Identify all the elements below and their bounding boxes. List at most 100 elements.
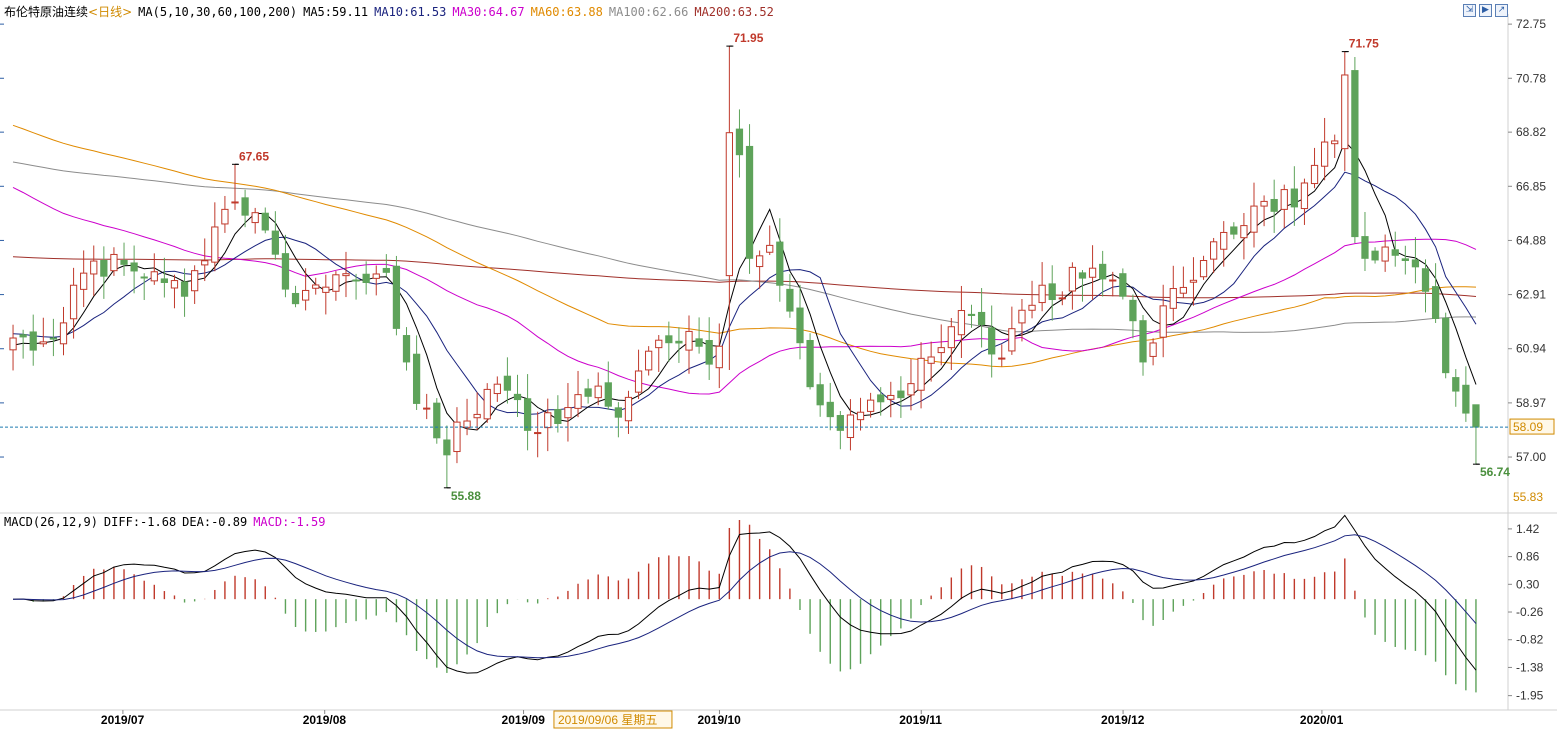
candle-body[interactable]	[1371, 250, 1379, 261]
candle-body[interactable]	[1472, 404, 1480, 428]
candle-body[interactable]	[1270, 198, 1278, 212]
candle-body[interactable]	[1391, 249, 1399, 256]
candle-body[interactable]	[281, 253, 290, 290]
candle-body[interactable]	[1260, 200, 1268, 207]
candle-body[interactable]	[1381, 246, 1389, 262]
candle-body[interactable]	[645, 350, 653, 371]
candle-body[interactable]	[665, 335, 673, 344]
candle-body[interactable]	[211, 226, 219, 263]
candle-body[interactable]	[735, 128, 744, 156]
candle-body[interactable]	[463, 420, 471, 428]
candle-body[interactable]	[1038, 284, 1046, 304]
candle-body[interactable]	[967, 313, 976, 316]
candle-body[interactable]	[322, 286, 330, 293]
candle-body[interactable]	[90, 260, 98, 275]
candle-body[interactable]	[1169, 288, 1177, 309]
candle-body[interactable]	[564, 407, 572, 419]
candle-body[interactable]	[695, 338, 703, 347]
candle-body[interactable]	[624, 396, 633, 422]
candle-body[interactable]	[191, 270, 199, 292]
candle-body[interactable]	[634, 370, 643, 393]
play-icon[interactable]: ▶	[1479, 4, 1492, 17]
candle-body[interactable]	[1028, 304, 1036, 311]
candle-body[interactable]	[110, 253, 118, 272]
candle-body[interactable]	[1442, 317, 1450, 374]
candle-body[interactable]	[513, 393, 522, 401]
candle-body[interactable]	[180, 281, 189, 297]
candle-body[interactable]	[725, 132, 733, 277]
candle-body[interactable]	[39, 341, 47, 345]
candle-body[interactable]	[19, 334, 27, 338]
candle-body[interactable]	[917, 357, 925, 391]
candle-body[interactable]	[554, 408, 562, 424]
candle-body[interactable]	[1361, 236, 1369, 259]
candle-body[interactable]	[655, 339, 663, 349]
candle-body[interactable]	[1189, 279, 1198, 283]
candle-body[interactable]	[453, 421, 461, 453]
candle-body[interactable]	[574, 394, 582, 409]
candle-body[interactable]	[150, 271, 158, 282]
candle-body[interactable]	[786, 288, 794, 312]
candle-body[interactable]	[1341, 74, 1349, 150]
candle-body[interactable]	[1240, 225, 1248, 239]
candle-body[interactable]	[776, 241, 784, 286]
candle-body[interactable]	[705, 339, 713, 365]
candle-body[interactable]	[140, 276, 148, 279]
candle-body[interactable]	[1078, 272, 1087, 279]
candle-body[interactable]	[160, 278, 169, 283]
candle-body[interactable]	[675, 340, 683, 344]
candle-body[interactable]	[1351, 70, 1359, 238]
candle-body[interactable]	[241, 197, 249, 216]
candle-body[interactable]	[947, 326, 955, 349]
candle-body[interactable]	[1179, 286, 1188, 294]
candle-body[interactable]	[1210, 241, 1218, 260]
candle-body[interactable]	[745, 145, 754, 259]
candle-body[interactable]	[221, 208, 229, 225]
candle-body[interactable]	[342, 273, 350, 277]
candle-body[interactable]	[130, 262, 138, 272]
zoom-icon[interactable]: ⇲	[1463, 4, 1476, 17]
candle-body[interactable]	[1452, 377, 1460, 392]
candle-body[interactable]	[1018, 309, 1026, 324]
candle-body[interactable]	[715, 345, 723, 369]
candle-body[interactable]	[392, 265, 401, 329]
candle-body[interactable]	[1401, 258, 1409, 262]
candle-body[interactable]	[362, 273, 370, 283]
candle-body[interactable]	[977, 311, 986, 326]
candle-body[interactable]	[796, 307, 804, 344]
candle-body[interactable]	[59, 322, 68, 345]
candle-body[interactable]	[1129, 299, 1137, 322]
candle-body[interactable]	[604, 382, 612, 407]
candle-body[interactable]	[1280, 189, 1288, 210]
candle-body[interactable]	[957, 310, 966, 336]
candle-body[interactable]	[1290, 188, 1298, 208]
candle-body[interactable]	[1320, 141, 1329, 167]
candle-body[interactable]	[443, 439, 451, 456]
candle-body[interactable]	[1008, 328, 1016, 352]
candle-body[interactable]	[927, 356, 935, 364]
candle-body[interactable]	[301, 289, 310, 301]
candle-body[interactable]	[534, 432, 542, 435]
candle-body[interactable]	[806, 339, 814, 388]
candle-body[interactable]	[988, 327, 996, 355]
candle-body[interactable]	[372, 273, 380, 279]
candle-body[interactable]	[937, 347, 945, 354]
candle-body[interactable]	[1149, 342, 1157, 357]
period-label[interactable]: <日线>	[88, 5, 133, 19]
candle-body[interactable]	[1421, 268, 1430, 292]
candle-body[interactable]	[816, 384, 824, 406]
candle-body[interactable]	[1099, 263, 1107, 280]
candle-body[interactable]	[1139, 320, 1147, 363]
candle-body[interactable]	[1300, 182, 1309, 210]
candle-body[interactable]	[1068, 266, 1077, 292]
candle-body[interactable]	[887, 394, 895, 400]
candle-body[interactable]	[998, 357, 1006, 360]
candle-body[interactable]	[866, 399, 875, 412]
candle-body[interactable]	[584, 388, 592, 397]
candle-body[interactable]	[29, 331, 37, 351]
candle-body[interactable]	[503, 375, 512, 391]
candle-body[interactable]	[856, 411, 865, 421]
candle-body[interactable]	[846, 414, 855, 439]
candle-body[interactable]	[352, 279, 360, 282]
